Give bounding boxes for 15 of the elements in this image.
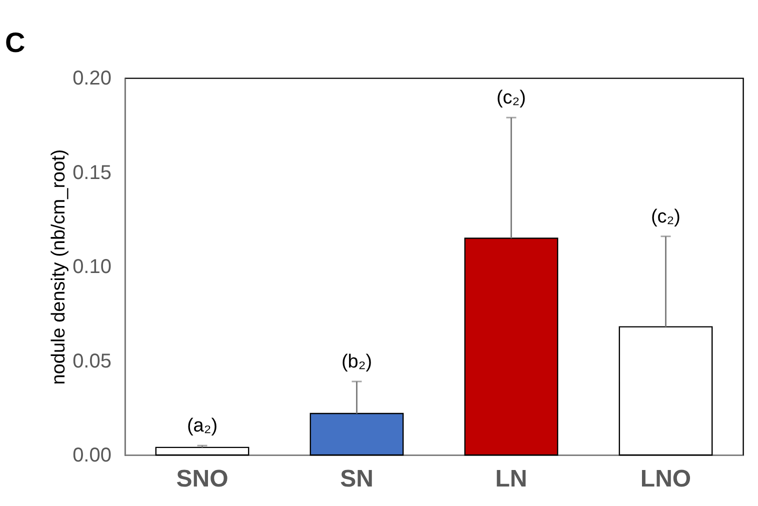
x-tick-label: LNO xyxy=(640,466,692,492)
annotation: (c₂) xyxy=(496,88,526,109)
y-tick-label: 0.20 xyxy=(72,68,112,90)
annotation: (a₂) xyxy=(186,416,218,437)
x-tick-label: LN xyxy=(495,466,528,492)
y-tick-label: 0.15 xyxy=(72,162,112,184)
annotation: (c₂) xyxy=(650,206,681,228)
y-tick-label: 0.00 xyxy=(72,444,112,466)
x-tick-label: SNO xyxy=(176,466,228,492)
annotation: (b₂) xyxy=(341,351,372,372)
x-tick-label: SN xyxy=(340,466,374,492)
y-tick-label: 0.05 xyxy=(72,350,112,372)
y-axis-title: nodule density (nb/cm_root) xyxy=(48,149,70,385)
chart-title: C xyxy=(5,27,26,58)
y-tick-label: 0.10 xyxy=(72,256,112,278)
